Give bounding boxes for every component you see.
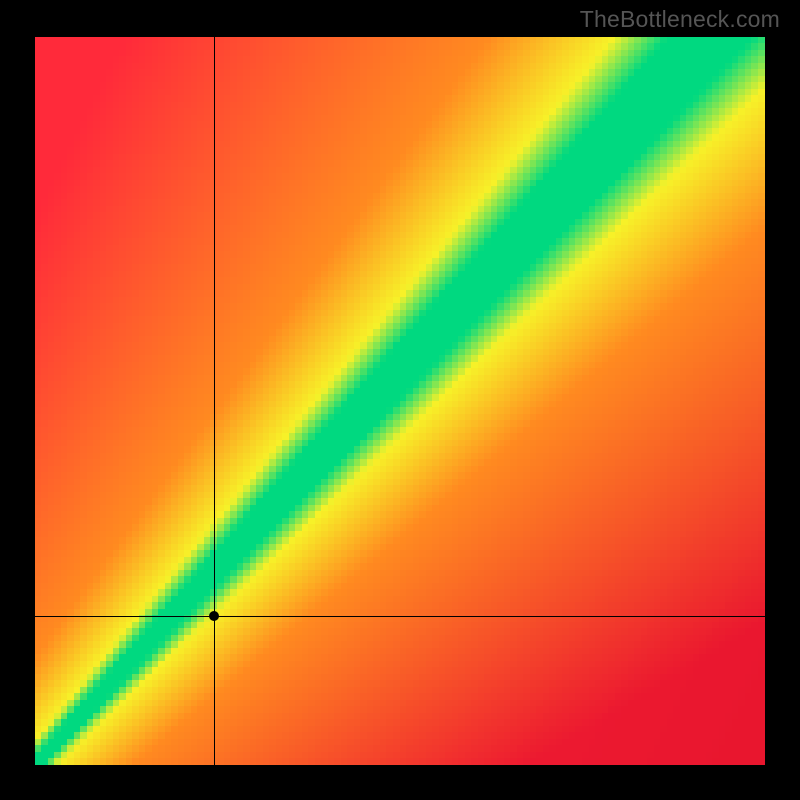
bottleneck-heatmap [35,37,765,765]
chart-frame: TheBottleneck.com [0,0,800,800]
data-point-marker [209,611,219,621]
crosshair-vertical [214,37,215,765]
watermark-text: TheBottleneck.com [580,6,780,33]
heatmap-canvas [35,37,765,765]
crosshair-horizontal [35,616,765,617]
